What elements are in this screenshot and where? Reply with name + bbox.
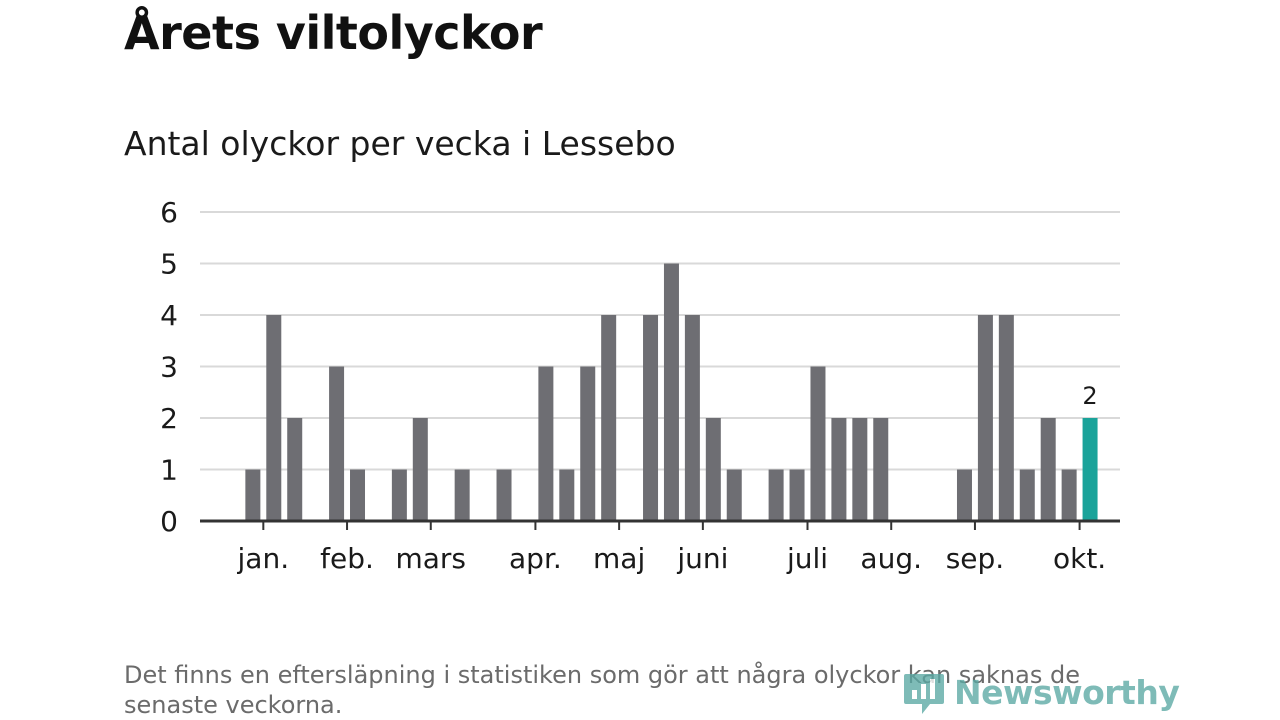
y-tick-label: 2 bbox=[160, 402, 178, 435]
bar bbox=[245, 469, 261, 521]
bar bbox=[831, 418, 847, 521]
bar bbox=[998, 315, 1014, 521]
x-axis: jan. feb. mars apr. maj juni juli aug. sep. okt. bbox=[200, 519, 1120, 575]
bar bbox=[663, 263, 679, 521]
y-tick-label: 3 bbox=[160, 351, 178, 384]
bar bbox=[391, 469, 407, 521]
bar bbox=[705, 418, 721, 521]
bar bbox=[559, 469, 575, 521]
bar bbox=[601, 315, 617, 521]
x-tick-label: maj bbox=[593, 542, 645, 575]
bar bbox=[852, 418, 868, 521]
x-tick-label: aug. bbox=[860, 542, 922, 575]
bar bbox=[266, 315, 282, 521]
bar bbox=[287, 418, 303, 521]
newsworthy-logo-icon bbox=[904, 674, 944, 714]
bar bbox=[412, 418, 428, 521]
x-tick-label: mars bbox=[395, 542, 466, 575]
y-axis-ticks: 0 1 2 3 4 5 6 bbox=[160, 196, 178, 538]
bar bbox=[1040, 418, 1056, 521]
x-tick-label: sep. bbox=[946, 542, 1005, 575]
bar bbox=[789, 469, 805, 521]
bar bbox=[768, 469, 784, 521]
y-tick-label: 6 bbox=[160, 196, 178, 229]
bar bbox=[873, 418, 889, 521]
x-tick-label: apr. bbox=[509, 542, 562, 575]
bar bbox=[977, 315, 993, 521]
brand-logo[interactable]: Newsworthy bbox=[902, 668, 1180, 716]
chart-subtitle: Antal olyckor per vecka i Lessebo bbox=[124, 124, 676, 163]
bar bbox=[810, 366, 826, 521]
brand-name: Newsworthy bbox=[954, 672, 1180, 712]
bar bbox=[1019, 469, 1035, 521]
bar bbox=[956, 469, 972, 521]
bar bbox=[538, 366, 554, 521]
x-tick-label: jan. bbox=[237, 542, 290, 575]
bar bbox=[643, 315, 659, 521]
highlight-data-label: 2 bbox=[1082, 382, 1097, 410]
y-tick-label: 4 bbox=[160, 299, 178, 332]
x-tick-label: juni bbox=[676, 542, 728, 575]
y-tick-label: 5 bbox=[160, 248, 178, 281]
data-labels: 2 bbox=[1082, 382, 1097, 410]
highlight-bar bbox=[1082, 418, 1098, 521]
bar-chart: 0 1 2 3 4 5 6 jan. feb. mars apr. maj juni juli aug. s… bbox=[160, 196, 1120, 575]
x-tick-label: okt. bbox=[1053, 542, 1106, 575]
bar bbox=[726, 469, 742, 521]
bar bbox=[329, 366, 345, 521]
y-tick-label: 0 bbox=[160, 505, 178, 538]
bar bbox=[496, 469, 512, 521]
x-tick-label: juli bbox=[786, 542, 828, 575]
bar bbox=[1061, 469, 1077, 521]
bar bbox=[580, 366, 596, 521]
y-tick-label: 1 bbox=[160, 454, 178, 487]
bars bbox=[245, 263, 1098, 521]
bar bbox=[350, 469, 366, 521]
bar bbox=[454, 469, 470, 521]
bar bbox=[684, 315, 700, 521]
x-tick-label: feb. bbox=[320, 542, 374, 575]
page-title: Årets viltolyckor bbox=[124, 6, 543, 60]
